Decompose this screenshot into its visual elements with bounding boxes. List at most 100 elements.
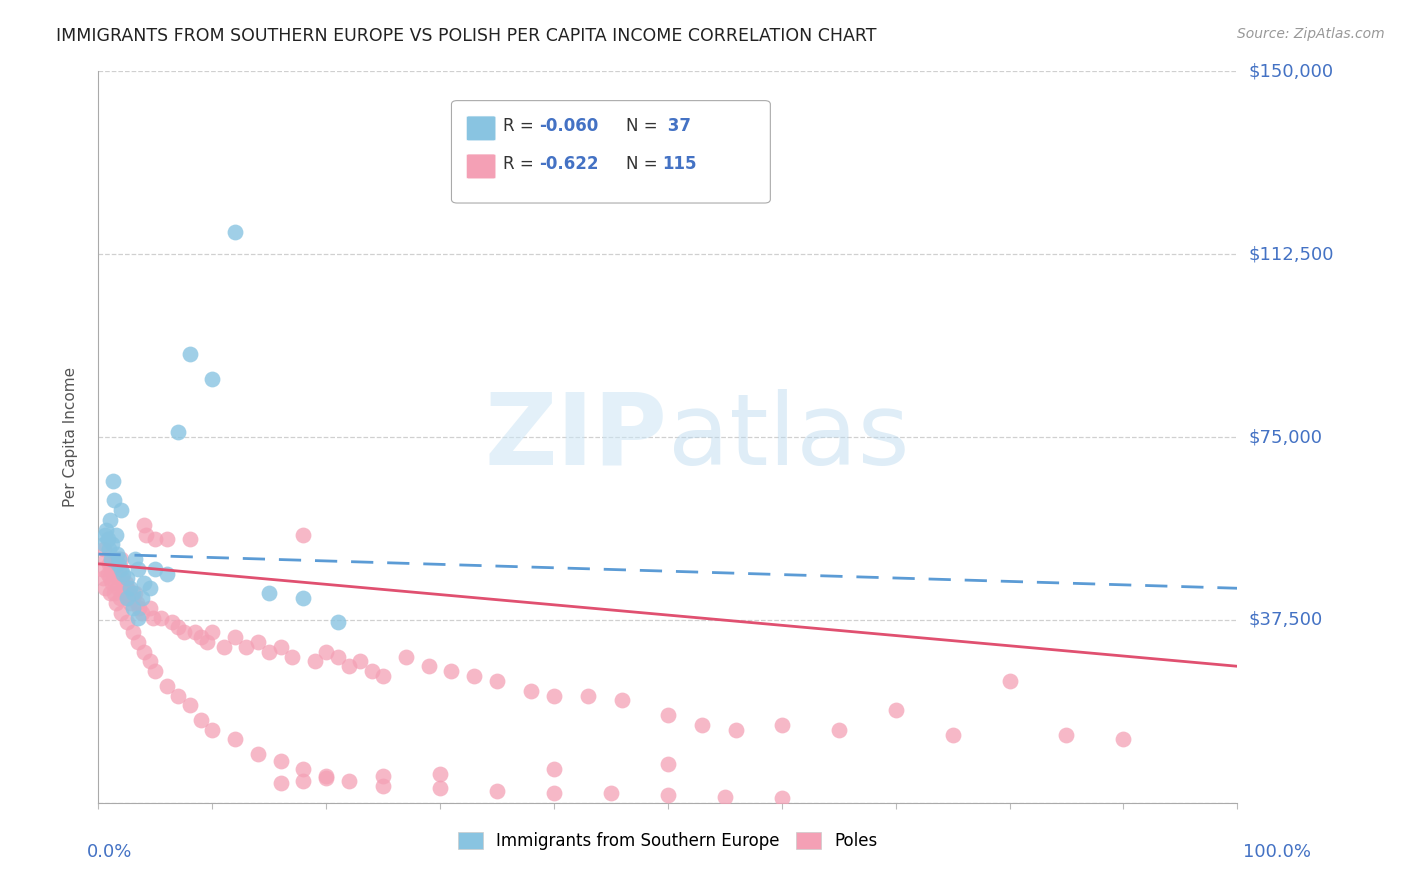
Point bbox=[108, 552, 131, 566]
Text: $112,500: $112,500 bbox=[1249, 245, 1334, 263]
Point bbox=[224, 732, 246, 747]
Point bbox=[337, 659, 360, 673]
Point bbox=[292, 527, 315, 541]
Point bbox=[110, 562, 132, 576]
Point bbox=[315, 772, 337, 786]
Point bbox=[101, 537, 124, 551]
Point bbox=[97, 542, 120, 557]
Point bbox=[93, 542, 115, 557]
Point bbox=[770, 791, 793, 805]
Point bbox=[179, 347, 201, 361]
Point bbox=[429, 766, 451, 780]
Point bbox=[104, 552, 127, 566]
Point bbox=[145, 562, 167, 576]
Point bbox=[292, 591, 315, 605]
Point bbox=[145, 533, 167, 547]
Point bbox=[725, 723, 748, 737]
Point bbox=[304, 654, 326, 668]
Point bbox=[612, 693, 634, 707]
Point bbox=[93, 537, 115, 551]
Point bbox=[108, 591, 131, 605]
Point bbox=[105, 572, 128, 586]
Y-axis label: Per Capita Income: Per Capita Income bbox=[63, 367, 77, 508]
Point bbox=[110, 552, 132, 566]
Point bbox=[114, 586, 136, 600]
Point bbox=[167, 689, 190, 703]
Point bbox=[117, 591, 139, 605]
Point bbox=[145, 664, 167, 678]
Point bbox=[1112, 732, 1135, 747]
Point bbox=[110, 606, 132, 620]
Point bbox=[714, 789, 737, 804]
Point bbox=[127, 635, 149, 649]
Point bbox=[112, 581, 135, 595]
Point bbox=[96, 523, 118, 537]
Text: -0.622: -0.622 bbox=[538, 155, 599, 173]
Point bbox=[259, 586, 281, 600]
Point bbox=[131, 591, 153, 605]
Point bbox=[429, 781, 451, 796]
Text: $75,000: $75,000 bbox=[1249, 428, 1323, 446]
Point bbox=[657, 708, 679, 723]
Point bbox=[235, 640, 257, 654]
Point bbox=[371, 779, 394, 793]
Point bbox=[360, 664, 382, 678]
Point bbox=[110, 503, 132, 517]
Point bbox=[138, 600, 160, 615]
Point bbox=[246, 747, 269, 761]
Point bbox=[91, 572, 114, 586]
Point bbox=[190, 630, 212, 644]
Point bbox=[156, 533, 179, 547]
Point bbox=[224, 630, 246, 644]
Point bbox=[543, 762, 565, 776]
Point bbox=[103, 493, 125, 508]
Point bbox=[543, 786, 565, 800]
Point bbox=[201, 723, 224, 737]
Point bbox=[127, 562, 149, 576]
Point bbox=[281, 649, 304, 664]
Point bbox=[190, 713, 212, 727]
Point bbox=[100, 562, 122, 576]
Point bbox=[103, 586, 125, 600]
Text: $150,000: $150,000 bbox=[1249, 62, 1333, 80]
Text: $37,500: $37,500 bbox=[1249, 611, 1323, 629]
Point bbox=[520, 683, 543, 698]
Point bbox=[131, 606, 153, 620]
Point bbox=[212, 640, 235, 654]
Point bbox=[179, 698, 201, 713]
Legend: Immigrants from Southern Europe, Poles: Immigrants from Southern Europe, Poles bbox=[451, 825, 884, 856]
Point bbox=[121, 591, 143, 605]
Point bbox=[201, 371, 224, 385]
Point bbox=[132, 517, 155, 532]
Point bbox=[326, 615, 349, 630]
Point bbox=[115, 581, 138, 595]
Point bbox=[270, 776, 292, 790]
Point bbox=[179, 533, 201, 547]
Point bbox=[120, 596, 142, 610]
Point bbox=[98, 586, 121, 600]
Text: atlas: atlas bbox=[668, 389, 910, 485]
Point bbox=[167, 425, 190, 440]
Text: 0.0%: 0.0% bbox=[87, 843, 132, 861]
Point bbox=[246, 635, 269, 649]
Point bbox=[90, 562, 112, 576]
Point bbox=[115, 572, 138, 586]
Point bbox=[103, 566, 125, 581]
Point bbox=[114, 576, 136, 591]
Point bbox=[770, 718, 793, 732]
Point bbox=[600, 786, 623, 800]
Point bbox=[104, 527, 127, 541]
Text: Source: ZipAtlas.com: Source: ZipAtlas.com bbox=[1237, 27, 1385, 41]
Point bbox=[543, 689, 565, 703]
Point bbox=[138, 581, 160, 595]
Text: 115: 115 bbox=[662, 155, 696, 173]
Text: N =: N = bbox=[626, 155, 662, 173]
Point bbox=[201, 625, 224, 640]
Point bbox=[97, 557, 120, 571]
Text: ZIP: ZIP bbox=[485, 389, 668, 485]
Point bbox=[173, 625, 195, 640]
Point bbox=[418, 659, 440, 673]
Text: 100.0%: 100.0% bbox=[1243, 843, 1312, 861]
Point bbox=[156, 679, 179, 693]
Text: -0.060: -0.060 bbox=[538, 117, 599, 136]
